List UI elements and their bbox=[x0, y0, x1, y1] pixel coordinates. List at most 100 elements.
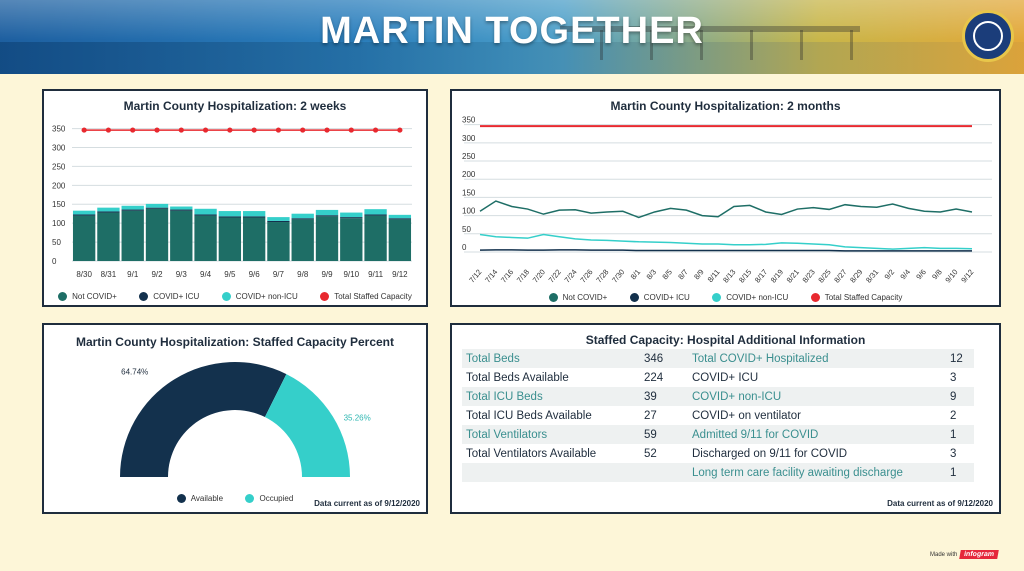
bar-segment bbox=[218, 216, 242, 218]
info-value: 59 bbox=[640, 425, 688, 444]
chart-legend: Not COVID+ COVID+ ICU COVID+ non-ICU Tot… bbox=[44, 288, 426, 306]
bar-segment bbox=[388, 219, 412, 261]
info-value: 224 bbox=[644, 371, 664, 384]
info-row: Total Ventilators Available 52 Discharged … bbox=[462, 444, 974, 463]
chart-panel-capacity-percent: Martin County Hospitalization: Staffed C… bbox=[42, 323, 428, 514]
x-tick-label: 9/4 bbox=[200, 270, 212, 279]
legend-label: COVID+ ICU bbox=[643, 293, 690, 302]
legend-swatch bbox=[810, 293, 820, 302]
data-current-note: Data current as of 9/12/2020 bbox=[887, 499, 993, 508]
x-tick-label: 9/3 bbox=[176, 270, 188, 279]
bar-segment bbox=[242, 216, 266, 218]
bar-segment bbox=[388, 218, 412, 220]
capacity-point bbox=[324, 127, 330, 133]
y-tick-label: 200 bbox=[52, 181, 66, 190]
capacity-point bbox=[348, 127, 354, 133]
bar-segment bbox=[340, 218, 363, 261]
bar-segment bbox=[291, 218, 314, 220]
info-value bbox=[640, 463, 688, 482]
chart-panel-2-weeks: Martin County Hospitalization: 2 weeks 0… bbox=[42, 89, 428, 307]
bar-segment bbox=[145, 203, 169, 208]
x-tick-label: 9/10 bbox=[343, 270, 359, 279]
header-banner: MARTIN TOGETHER bbox=[0, 0, 1024, 74]
info-row: Total ICU Beds 39 COVID+ non-ICU 9 bbox=[462, 387, 974, 406]
series-line bbox=[479, 233, 973, 250]
x-tick-label: 7/28 bbox=[594, 268, 610, 285]
bar-segment bbox=[364, 209, 387, 215]
x-tick-label: 8/19 bbox=[769, 268, 785, 285]
capacity-point bbox=[397, 127, 403, 133]
bar-segment bbox=[121, 210, 144, 261]
y-tick-label: 100 bbox=[52, 219, 66, 228]
chart-panel-2-months: Martin County Hospitalization: 2 months … bbox=[450, 89, 1001, 307]
capacity-point bbox=[227, 127, 233, 133]
x-tick-label: 9/6 bbox=[914, 268, 928, 282]
bar-segment bbox=[267, 217, 290, 221]
x-tick-label: 8/1 bbox=[629, 268, 643, 282]
x-tick-label: 7/12 bbox=[467, 268, 483, 285]
bar-segment bbox=[72, 214, 96, 216]
x-tick-label: 8/9 bbox=[692, 268, 706, 282]
legend-label: Total Staffed Capacity bbox=[334, 292, 412, 301]
x-tick-label: 8/11 bbox=[706, 268, 722, 285]
x-tick-label: 9/11 bbox=[368, 270, 384, 279]
info-title: Staffed Capacity: Hospital Additional In… bbox=[585, 333, 866, 347]
legend-label: Total Staffed Capacity bbox=[824, 293, 903, 302]
x-tick-label: 8/21 bbox=[785, 268, 801, 285]
bar-segment bbox=[121, 205, 144, 210]
info-row: Total Beds 346 Total COVID+ Hospitalized 12 bbox=[462, 349, 974, 368]
y-tick-label: 0 bbox=[462, 243, 467, 252]
capacity-point bbox=[300, 127, 306, 133]
x-tick-label: 8/13 bbox=[721, 268, 737, 285]
infogram-logo: infogram bbox=[959, 550, 1000, 559]
x-tick-label: 8/7 bbox=[676, 268, 690, 282]
legend-swatch bbox=[139, 292, 149, 301]
bar-segment bbox=[340, 217, 363, 219]
bar-segment bbox=[291, 213, 314, 219]
bar-segment bbox=[364, 215, 387, 261]
bar-segment bbox=[291, 219, 314, 261]
x-tick-label: 8/3 bbox=[645, 268, 659, 282]
x-tick-label: 8/30 bbox=[76, 270, 92, 279]
made-with-text: Made with bbox=[930, 552, 958, 558]
legend-label: COVID+ non-ICU bbox=[726, 293, 789, 302]
info-value: 2 bbox=[950, 409, 957, 422]
legend-swatch bbox=[176, 494, 186, 503]
info-label: Admitted 9/11 for COVID bbox=[688, 425, 946, 444]
bar-segment bbox=[97, 212, 120, 261]
page-title: MARTIN TOGETHER bbox=[320, 10, 704, 52]
chart-legend: Available Occupied bbox=[44, 490, 426, 508]
x-tick-label: 9/2 bbox=[883, 268, 897, 282]
x-tick-label: 8/31 bbox=[864, 268, 880, 285]
county-seal-icon bbox=[962, 10, 1014, 62]
x-tick-label: 9/2 bbox=[151, 270, 163, 279]
y-tick-label: 50 bbox=[462, 225, 471, 234]
legend-label: COVID+ non-ICU bbox=[235, 292, 298, 301]
x-tick-label: 9/5 bbox=[224, 270, 236, 279]
x-tick-label: 7/22 bbox=[547, 268, 563, 285]
gauge-slice bbox=[264, 374, 350, 477]
info-label: COVID+ ICU bbox=[692, 371, 759, 384]
x-tick-label: 9/8 bbox=[297, 270, 309, 279]
info-table: Total Beds 346 Total COVID+ Hospitalized 12… bbox=[462, 349, 974, 482]
legend-label: Occupied bbox=[259, 494, 294, 503]
slice-label: 64.74% bbox=[121, 367, 148, 376]
made-with-badge[interactable]: Made with infogram bbox=[930, 550, 1000, 559]
bar-segment bbox=[242, 211, 266, 217]
x-tick-label: 7/24 bbox=[562, 268, 578, 285]
bar-segment bbox=[388, 214, 412, 219]
y-tick-label: 300 bbox=[52, 143, 66, 152]
x-tick-label: 8/15 bbox=[737, 268, 753, 285]
bar-segment bbox=[121, 209, 144, 211]
y-tick-label: 350 bbox=[52, 125, 66, 134]
info-value: 9 bbox=[946, 387, 974, 406]
legend-swatch bbox=[58, 292, 68, 301]
info-label bbox=[462, 463, 640, 482]
info-label: Total ICU Beds Available bbox=[466, 409, 592, 422]
info-value: 27 bbox=[644, 409, 657, 422]
x-tick-label: 7/20 bbox=[531, 268, 547, 285]
bar-segment bbox=[194, 208, 217, 215]
info-row: Long term care facility awaiting dischar… bbox=[462, 463, 974, 482]
bar-segment bbox=[72, 210, 96, 215]
bar-segment bbox=[218, 211, 242, 217]
